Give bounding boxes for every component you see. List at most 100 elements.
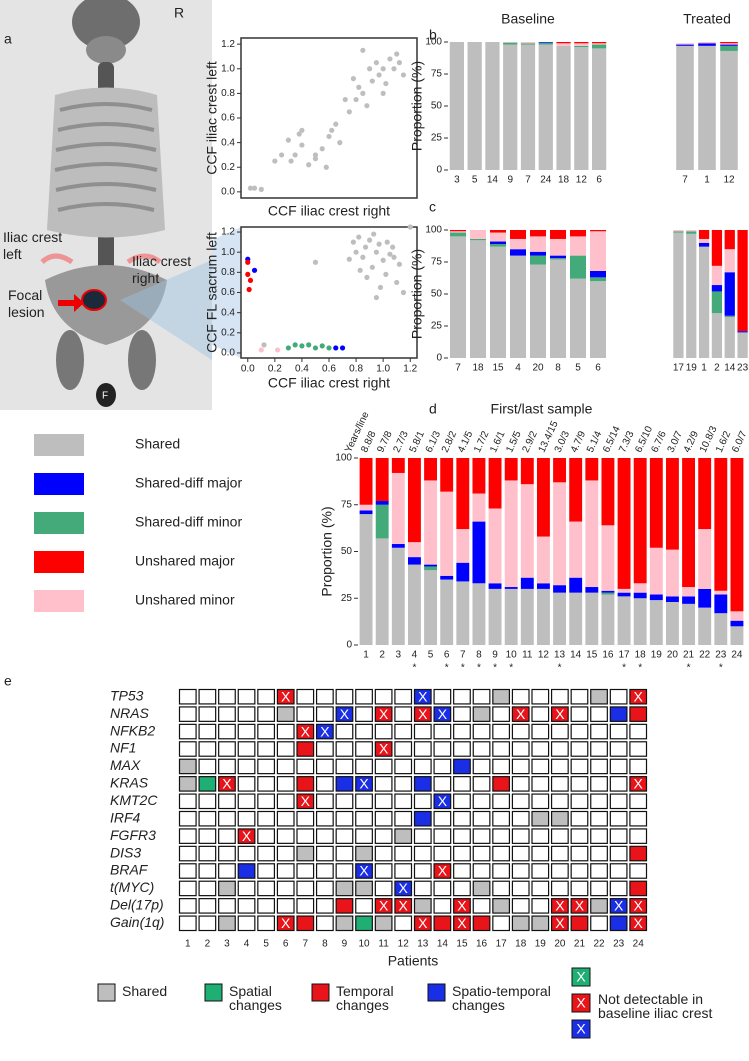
cell [630, 707, 647, 721]
y-tick-label: 0 [346, 640, 352, 651]
bar-segment [556, 43, 570, 46]
cell [610, 742, 627, 756]
point [401, 290, 406, 295]
cell [297, 829, 314, 843]
bar-segment [521, 578, 534, 589]
cell [297, 690, 314, 704]
point [408, 224, 413, 229]
bar-segment [714, 595, 727, 614]
x-tick-label: 19 [686, 363, 698, 374]
cell [180, 846, 197, 860]
bar-segment [553, 585, 566, 592]
cell [375, 777, 392, 791]
cell [317, 812, 334, 826]
cell [493, 829, 510, 843]
bar-segment [503, 42, 517, 43]
point [370, 78, 375, 83]
cell [317, 794, 334, 808]
bar-segment [699, 230, 709, 239]
cell [395, 846, 412, 860]
cell [591, 846, 608, 860]
y-axis-label: Proportion (%) [409, 61, 425, 151]
cell [532, 777, 549, 791]
x-tick-label: 2 [205, 939, 211, 950]
cell [493, 707, 510, 721]
cell [238, 864, 255, 878]
point [320, 146, 325, 151]
x-tick-label: 7 [455, 363, 461, 374]
cell [395, 724, 412, 738]
marker-label: F [102, 391, 108, 402]
cell [317, 881, 334, 895]
cell [180, 777, 197, 791]
cell [180, 690, 197, 704]
cell [238, 759, 255, 773]
cell [336, 777, 353, 791]
bar-segment [521, 43, 535, 44]
y-tick-label: 75 [431, 69, 443, 80]
bar-segment [737, 331, 747, 332]
panel-label: a [4, 31, 12, 47]
cell [532, 829, 549, 843]
bar-segment [634, 598, 647, 645]
y-tick-label: 100 [335, 453, 352, 464]
bar-segment [712, 266, 722, 285]
cell [336, 742, 353, 756]
x-tick-label: 12 [723, 175, 735, 186]
cell [630, 829, 647, 843]
x-tick-label: 13 [554, 650, 566, 661]
bar-segment [714, 613, 727, 645]
cell [219, 881, 236, 895]
cell [434, 690, 451, 704]
bar-segment [673, 230, 683, 231]
cell [610, 794, 627, 808]
x-tick-label: 6 [596, 175, 602, 186]
cell [199, 759, 216, 773]
cell [571, 742, 588, 756]
chart-title: Treated [683, 11, 731, 27]
y-axis-label: Proportion (%) [319, 506, 335, 596]
bar-segment [408, 458, 421, 542]
legend-label: Unshared minor [135, 592, 235, 608]
x-tick-label: 14 [724, 363, 736, 374]
point [381, 66, 386, 71]
bar-segment [521, 589, 534, 645]
cell [473, 812, 490, 826]
x-tick-label: 21 [683, 650, 695, 661]
bar-segment [556, 42, 570, 43]
cell [454, 777, 471, 791]
bar-segment [539, 42, 553, 43]
cell-mark: X [418, 915, 428, 931]
y-tick-label: 0.2 [221, 162, 235, 173]
point [333, 345, 338, 350]
x-tick-label: 3 [224, 939, 230, 950]
bar-segment [490, 244, 506, 247]
cell [512, 690, 529, 704]
point [378, 285, 383, 290]
point [391, 255, 396, 260]
bar-segment [450, 236, 466, 358]
bar-segment [673, 231, 683, 232]
annotation-line: left [3, 246, 22, 262]
legend-swatch [34, 473, 84, 495]
cell-mark: X [614, 898, 624, 914]
cell [199, 864, 216, 878]
cell [493, 724, 510, 738]
annotation-line: Focal [8, 287, 42, 303]
point [259, 187, 264, 192]
bar-segment [699, 243, 709, 247]
cell [454, 812, 471, 826]
row-label: Del(17p) [110, 897, 164, 913]
bar-segment [489, 589, 502, 645]
bar-segment [725, 249, 735, 272]
cell [277, 881, 294, 895]
x-tick-label: 23 [715, 650, 727, 661]
x-tick-label: 23 [737, 363, 749, 374]
row-label: t(MYC) [110, 879, 154, 895]
cell [591, 916, 608, 930]
cell [591, 794, 608, 808]
cell [375, 724, 392, 738]
row-label: KRAS [110, 775, 149, 791]
cell [473, 742, 490, 756]
